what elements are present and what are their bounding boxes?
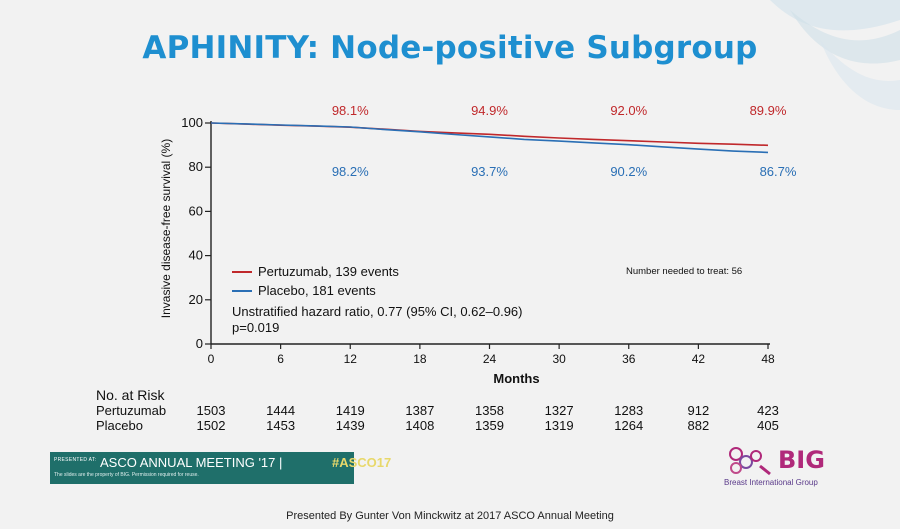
pertuzumab-data-label: 89.9% [750, 103, 787, 118]
big-logo-text: BIG [778, 446, 825, 474]
risk-value: 423 [757, 403, 779, 418]
nnt-text: Number needed to treat: 56 [626, 266, 742, 277]
risk-value: 1359 [475, 418, 504, 433]
y-tick-label: 100 [181, 115, 203, 130]
big-logo-subtitle: Breast International Group [724, 478, 818, 487]
risk-value: 405 [757, 418, 779, 433]
risk-table-heading: No. at Risk [96, 387, 165, 403]
hashtag: #ASCO17 [332, 455, 392, 470]
risk-value: 1387 [405, 403, 435, 418]
risk-value: 1503 [196, 403, 226, 418]
risk-value: 1264 [614, 418, 644, 433]
legend-label-placebo: Placebo, 181 events [258, 283, 376, 298]
placebo-data-label: 98.2% [332, 164, 369, 179]
x-tick-label: 42 [692, 352, 706, 366]
risk-row-placebo: Placebo 1502 1453 1439 1408 1359 1319 1264 882 40… [0, 418, 900, 434]
risk-row-label: Pertuzumab [96, 403, 167, 418]
x-tick-label: 24 [483, 352, 497, 366]
y-tick-label: 40 [189, 248, 203, 263]
x-axis-title: Months [493, 371, 539, 386]
decorative-corner-graphic [770, 0, 900, 110]
risk-value: 1502 [196, 418, 226, 433]
risk-value: 1319 [544, 418, 574, 433]
pertuzumab-data-label: 92.0% [610, 103, 647, 118]
meeting-name: ASCO ANNUAL MEETING '17 | [100, 455, 283, 470]
x-tick-label: 0 [208, 352, 215, 366]
risk-value: 912 [687, 403, 710, 418]
placebo-data-label: 90.2% [610, 164, 647, 179]
big-logo: BIG Breast International Group [724, 444, 864, 490]
risk-value: 1453 [266, 418, 296, 433]
x-tick-label: 30 [552, 352, 566, 366]
risk-value: 1419 [335, 403, 365, 418]
x-tick-label: 36 [622, 352, 636, 366]
big-logo-icon [729, 447, 771, 476]
risk-value: 1439 [335, 418, 365, 433]
slide-title: APHINITY: Node-positive Subgroup [142, 30, 758, 66]
risk-value: 1444 [266, 403, 296, 418]
y-axis-title: Invasive disease-free survival (%) [159, 139, 173, 318]
risk-row-label: Placebo [96, 418, 143, 433]
x-tick-label: 12 [344, 352, 358, 366]
survival-chart: 0 6 12 18 24 30 36 42 48 0 20 40 60 80 100 Months Invasi… [159, 103, 797, 386]
x-tick-label: 48 [761, 352, 775, 366]
hazard-ratio-text: Unstratified hazard ratio, 0.77 (95% CI,… [232, 304, 523, 319]
y-tick-label: 0 [196, 336, 203, 351]
risk-row-pertuzumab: Pertuzumab 1503 1444 1419 1387 1358 1327 1283 91… [0, 403, 900, 419]
risk-value: 1327 [544, 403, 574, 418]
pertuzumab-line [210, 122, 769, 147]
legend-label-pertuzumab: Pertuzumab, 139 events [258, 264, 399, 279]
risk-value: 1358 [475, 403, 504, 418]
presented-at-label: PRESENTED AT: [54, 457, 97, 463]
chart-labels: 98.1% 94.9% 92.0% 89.9% 98.2% 93.7% 90.2% 86.7%… [232, 103, 797, 335]
presenter-footer: Presented By Gunter Von Minckwitz at 201… [286, 510, 614, 522]
placebo-data-label: 86.7% [760, 164, 797, 179]
placebo-data-label: 93.7% [471, 164, 508, 179]
pertuzumab-data-label: 94.9% [471, 103, 508, 118]
x-tick-label: 18 [413, 352, 427, 366]
y-tick-label: 80 [189, 159, 203, 174]
placebo-line [210, 122, 769, 154]
risk-value: 1408 [405, 418, 435, 433]
property-note: The slides are the property of BIG. Perm… [54, 472, 199, 478]
y-tick-label: 60 [189, 203, 203, 218]
pertuzumab-data-label: 98.1% [332, 103, 369, 118]
risk-value: 882 [687, 418, 710, 433]
chart-marks [210, 122, 769, 154]
chart-axes: 0 6 12 18 24 30 36 42 48 0 20 40 60 80 100 Months Invasi… [159, 115, 775, 386]
risk-value: 1283 [614, 403, 644, 418]
p-value-text: p=0.019 [232, 320, 279, 335]
asco-banner: PRESENTED AT: ASCO ANNUAL MEETING '17 | … [50, 452, 391, 484]
x-tick-label: 6 [277, 352, 284, 366]
y-tick-label: 20 [189, 292, 203, 307]
